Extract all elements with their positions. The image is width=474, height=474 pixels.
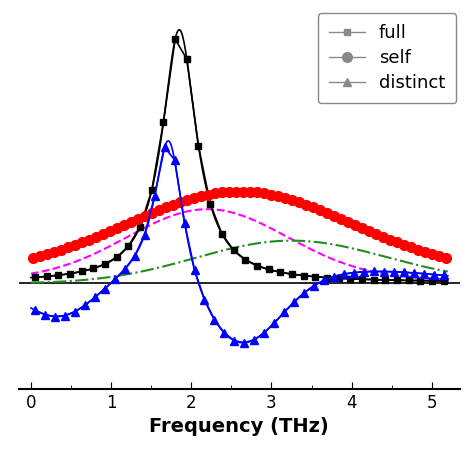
distinct [32, 307, 38, 313]
full [79, 269, 84, 274]
distinct [152, 193, 157, 199]
distinct [292, 299, 297, 305]
self [149, 210, 155, 216]
Line: distinct: distinct [31, 143, 448, 347]
self [163, 204, 169, 210]
distinct [282, 310, 287, 315]
full [418, 278, 423, 283]
full [406, 278, 411, 283]
self [30, 255, 36, 260]
full [394, 277, 400, 283]
distinct [231, 338, 237, 344]
Line: full: full [31, 36, 447, 284]
distinct [162, 144, 167, 150]
distinct [262, 330, 267, 336]
self [170, 202, 176, 208]
full [242, 257, 248, 263]
distinct [42, 312, 48, 318]
full [114, 255, 119, 260]
full [102, 261, 108, 267]
distinct [411, 270, 417, 276]
distinct [391, 269, 397, 274]
full [266, 266, 272, 272]
distinct [211, 317, 217, 322]
full [359, 276, 365, 282]
distinct [351, 270, 357, 275]
full [324, 275, 330, 281]
distinct [172, 157, 177, 163]
full [32, 274, 38, 280]
full [231, 247, 237, 253]
X-axis label: Frequency (THz): Frequency (THz) [149, 417, 329, 436]
self [135, 216, 141, 221]
distinct [132, 253, 137, 259]
distinct [112, 277, 118, 283]
Legend: full, self, distinct: full, self, distinct [318, 13, 456, 103]
self [233, 189, 239, 194]
distinct [191, 267, 197, 273]
full [196, 143, 201, 149]
full [184, 56, 190, 62]
full [336, 275, 341, 281]
full [289, 271, 295, 277]
distinct [82, 302, 88, 308]
self [296, 199, 302, 205]
distinct [182, 220, 187, 226]
distinct [221, 330, 227, 336]
full [55, 273, 61, 278]
distinct [341, 271, 347, 277]
full [44, 273, 49, 279]
distinct [301, 290, 307, 296]
self [443, 255, 449, 260]
distinct [252, 337, 257, 343]
distinct [311, 283, 317, 289]
distinct [201, 297, 207, 302]
full [149, 187, 155, 193]
full [207, 201, 213, 206]
full [429, 278, 435, 283]
full [371, 277, 376, 283]
distinct [401, 269, 407, 275]
full [347, 276, 353, 282]
distinct [431, 272, 437, 277]
distinct [381, 269, 387, 274]
full [67, 271, 73, 276]
distinct [331, 273, 337, 279]
distinct [371, 269, 377, 274]
full [383, 277, 388, 283]
full [254, 263, 260, 268]
full [277, 269, 283, 275]
distinct [321, 277, 327, 283]
full [161, 119, 166, 125]
distinct [62, 313, 68, 319]
full [312, 274, 318, 280]
distinct [102, 286, 108, 292]
distinct [272, 320, 277, 326]
distinct [72, 309, 78, 314]
distinct [142, 232, 147, 237]
full [137, 224, 143, 229]
full [219, 231, 225, 237]
distinct [92, 294, 98, 300]
distinct [52, 314, 58, 319]
Line: self: self [27, 187, 451, 263]
full [441, 278, 447, 284]
full [301, 273, 307, 278]
full [91, 265, 96, 271]
full [126, 243, 131, 249]
distinct [242, 340, 247, 346]
distinct [421, 271, 427, 276]
self [100, 231, 106, 237]
distinct [361, 269, 367, 274]
distinct [441, 273, 447, 278]
distinct [122, 266, 128, 272]
full [172, 36, 178, 42]
